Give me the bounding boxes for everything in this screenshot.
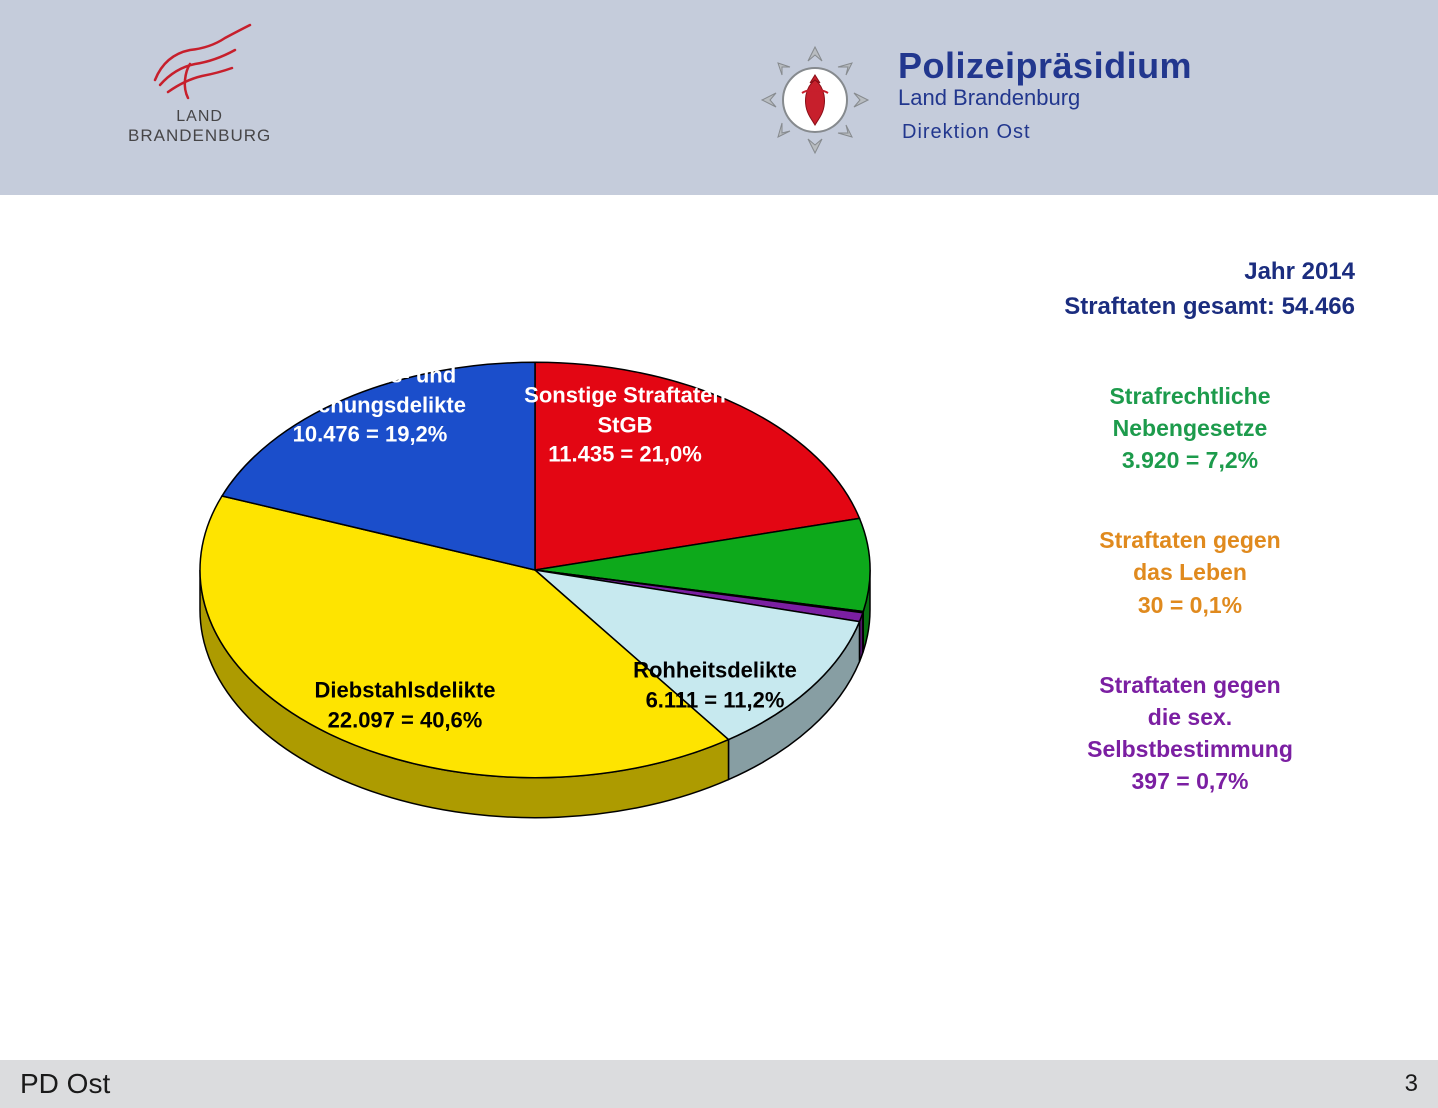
header-direction: Direktion Ost [902, 121, 1192, 144]
logo-land-brandenburg: LAND BRANDENBURG [128, 20, 271, 146]
legend-header: Jahr 2014 Straftaten gesamt: 54.466 [1015, 255, 1365, 325]
pie-chart: Sonstige Straftaten StGB 11.435 = 21,0% R… [105, 235, 945, 965]
header-title: Polizeipräsidium [898, 45, 1192, 87]
legend-item: Strafrechtliche Nebengesetze 3.920 = 7,2… [1015, 380, 1365, 477]
pie-slice-label: Rohheitsdelikte 6.111 = 11,2% [633, 655, 797, 714]
legend-year: Jahr 2014 [1244, 258, 1355, 285]
header-subtitle: Land Brandenburg [898, 85, 1192, 111]
footer: PD Ost 3 [0, 1060, 1438, 1108]
pie-svg [105, 235, 945, 965]
pie-slice-label: Sonstige Straftaten StGB 11.435 = 21,0% [524, 380, 726, 469]
legend-total: Straftaten gesamt: 54.466 [1064, 293, 1355, 320]
police-badge-icon [760, 45, 870, 155]
eagle-icon [140, 20, 260, 105]
pie-slice-label: Vermögens- und Fälschungsdelikte 10.476 … [274, 360, 466, 449]
pie-slice-label: Diebstahlsdelikte 22.097 = 40,6% [315, 675, 496, 734]
legend-item: Straftaten gegen das Leben 30 = 0,1% [1015, 524, 1365, 621]
logo-line2: BRANDENBURG [128, 126, 271, 146]
side-legend: Jahr 2014 Straftaten gesamt: 54.466 Stra… [1015, 255, 1365, 845]
footer-divider [0, 1050, 1438, 1060]
header-banner: LAND BRANDENBURG Poli [0, 0, 1438, 195]
legend-item: Straftaten gegen die sex. Selbstbestimmu… [1015, 669, 1365, 798]
footer-left: PD Ost [20, 1068, 110, 1100]
header-right: Polizeipräsidium Land Brandenburg Direkt… [760, 45, 1192, 155]
footer-page-number: 3 [1405, 1070, 1418, 1098]
logo-line1: LAND [128, 107, 271, 126]
